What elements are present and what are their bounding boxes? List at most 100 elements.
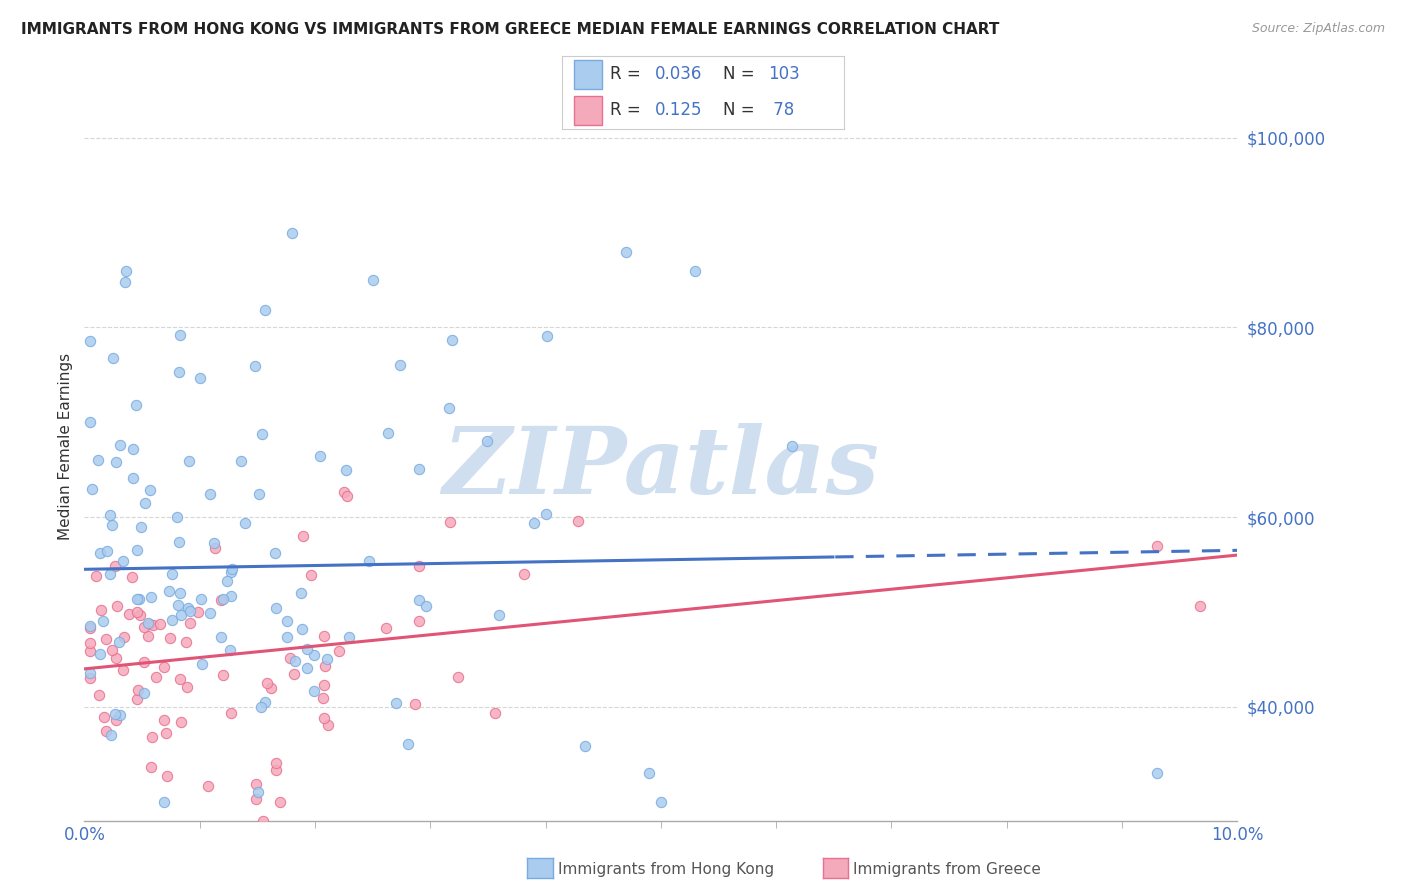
Point (513, 566, 536, 581)
Point (79, 334, 101, 349)
Text: ZIPatlas: ZIPatlas (443, 424, 879, 514)
Point (117, 607, 139, 621)
Text: N =: N = (723, 101, 754, 119)
Point (439, 515, 461, 529)
Point (134, 619, 156, 633)
Point (408, 592, 430, 607)
Point (252, 814, 274, 828)
Point (204, 536, 226, 550)
Point (89, 545, 111, 559)
Text: 103: 103 (768, 65, 800, 84)
Point (141, 730, 163, 744)
Point (574, 739, 596, 753)
Point (169, 586, 191, 600)
Text: Immigrants from Hong Kong: Immigrants from Hong Kong (558, 863, 775, 877)
Point (84, 569, 107, 583)
Point (264, 756, 287, 771)
Point (198, 606, 221, 620)
Text: R =: R = (610, 101, 641, 119)
Point (112, 663, 135, 677)
Point (159, 583, 181, 598)
Point (284, 654, 307, 668)
Point (245, 792, 267, 806)
Point (292, 529, 315, 543)
Point (1146, 539, 1168, 553)
Point (112, 631, 135, 645)
Point (295, 642, 318, 657)
Point (129, 608, 152, 623)
Point (108, 708, 131, 723)
Point (96, 543, 118, 558)
Point (302, 648, 325, 662)
Point (139, 760, 162, 774)
Point (136, 629, 159, 643)
Point (264, 546, 287, 560)
Point (337, 630, 360, 644)
Point (264, 763, 287, 777)
Point (156, 769, 179, 783)
Point (190, 592, 212, 607)
Text: IMMIGRANTS FROM HONG KONG VS IMMIGRANTS FROM GREECE MEDIAN FEMALE EARNINGS CORRE: IMMIGRANTS FROM HONG KONG VS IMMIGRANTS … (21, 22, 1000, 37)
Point (396, 737, 419, 751)
Point (134, 496, 156, 510)
Point (87, 452, 110, 467)
Point (169, 327, 191, 342)
Point (125, 398, 148, 412)
Point (614, 244, 637, 259)
Point (153, 795, 176, 809)
Point (1188, 599, 1211, 614)
Point (125, 542, 148, 557)
Point (167, 534, 190, 549)
Point (219, 590, 242, 604)
Point (79, 636, 101, 650)
Point (105, 455, 128, 469)
Point (80, 482, 103, 496)
Point (314, 628, 336, 642)
Point (245, 777, 267, 791)
Point (103, 707, 125, 722)
Point (96, 724, 118, 739)
Point (1146, 766, 1168, 780)
Point (89, 648, 111, 662)
Point (488, 607, 510, 622)
Point (153, 659, 176, 673)
Point (197, 780, 219, 794)
Point (167, 365, 190, 379)
Y-axis label: Median Female Earnings: Median Female Earnings (58, 352, 73, 540)
Point (191, 657, 214, 672)
Text: R =: R = (610, 65, 641, 84)
Point (536, 507, 558, 521)
Point (250, 700, 273, 714)
Point (374, 621, 396, 635)
Point (212, 667, 235, 681)
Point (121, 442, 143, 456)
Point (304, 684, 326, 698)
Point (309, 450, 332, 464)
Point (291, 622, 314, 636)
Point (153, 713, 176, 727)
Point (94, 632, 117, 647)
Point (247, 486, 270, 500)
Point (114, 275, 136, 289)
Point (312, 677, 335, 691)
Point (215, 574, 238, 588)
Point (685, 263, 707, 277)
Point (101, 642, 124, 657)
Point (122, 471, 145, 485)
Point (170, 715, 193, 730)
Point (447, 669, 470, 683)
Point (404, 697, 426, 711)
Point (79, 672, 101, 686)
Point (256, 676, 278, 690)
Point (484, 706, 506, 721)
Point (91, 614, 114, 628)
Point (312, 691, 335, 706)
Point (179, 454, 201, 468)
Point (142, 617, 165, 632)
Point (101, 517, 124, 532)
Point (127, 683, 149, 698)
Point (98, 508, 121, 522)
Text: 78: 78 (768, 101, 794, 119)
Point (335, 463, 357, 477)
Point (299, 567, 322, 582)
